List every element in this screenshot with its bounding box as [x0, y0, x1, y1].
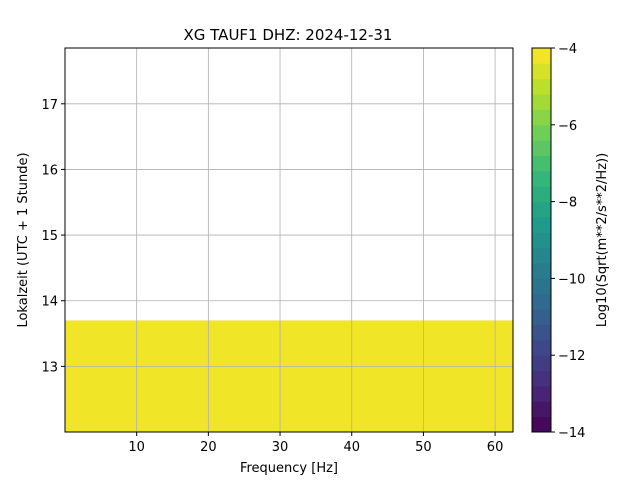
x-tick-label: 50 — [415, 440, 432, 455]
colorbar-level — [532, 94, 551, 110]
colorbar-tick-label: −6 — [558, 119, 577, 134]
colorbar-tick-label: −10 — [558, 272, 585, 287]
heatmap-cells — [65, 320, 513, 432]
no-data-fill-region — [65, 320, 513, 432]
colorbar-level — [532, 216, 551, 233]
y-tick-label: 17 — [41, 98, 58, 113]
colorbar-tick-label: −12 — [558, 349, 585, 364]
colorbar-level — [532, 48, 551, 64]
colorbar-frame — [531, 47, 552, 433]
y-tick-label: 13 — [41, 360, 58, 375]
colorbar-level — [532, 309, 551, 325]
colorbar-level — [532, 109, 551, 126]
chart-title: XG TAUF1 DHZ: 2024-12-31 — [184, 26, 393, 44]
colorbar-level — [532, 124, 551, 141]
colorbar-level — [532, 170, 551, 187]
colorbar-level — [532, 339, 551, 356]
colorbar-level — [532, 140, 551, 157]
colorbar-level — [532, 186, 551, 203]
colorbar-tick-label: −8 — [558, 196, 577, 211]
colorbar-level — [532, 324, 551, 341]
colorbar-level — [532, 232, 551, 249]
colorbar-level — [532, 355, 551, 372]
colorbar-level — [532, 416, 551, 433]
y-tick-label: 14 — [41, 295, 58, 310]
colorbar-level — [532, 293, 551, 310]
colorbar-level — [532, 370, 551, 387]
colorbar-label: Log10(Sqrt(m**2/s**2/Hz)) — [595, 153, 610, 327]
y-axis-ticks: 13 14 15 16 17 — [41, 98, 65, 375]
colorbar-level — [532, 263, 551, 279]
colorbar-tick-label: −4 — [558, 42, 577, 57]
x-tick-label: 30 — [272, 440, 289, 455]
colorbar — [532, 48, 551, 433]
x-axis-label: Frequency [Hz] — [240, 461, 338, 476]
y-tick-label: 16 — [41, 163, 58, 178]
colorbar-tick-label: −14 — [558, 426, 585, 441]
colorbar-level — [532, 247, 551, 264]
colorbar-ticks: −4 −6 −8 −10 −12 −14 — [551, 42, 585, 441]
plot-frame — [64, 47, 514, 433]
x-axis-ticks: 10 20 30 40 50 60 — [128, 432, 503, 455]
x-tick-label: 10 — [128, 440, 145, 455]
y-axis-label: Lokalzeit (UTC + 1 Stunde) — [16, 152, 31, 327]
colorbar-level — [532, 63, 551, 80]
colorbar-level — [532, 78, 551, 95]
colorbar-level — [532, 385, 551, 402]
colorbar-level — [532, 401, 551, 418]
y-tick-label: 15 — [41, 229, 58, 244]
colorbar-level — [532, 278, 551, 295]
grid-lines — [65, 48, 513, 432]
colorbar-level — [532, 201, 551, 218]
colorbar-level — [532, 155, 551, 172]
x-tick-label: 20 — [200, 440, 217, 455]
x-tick-label: 40 — [343, 440, 360, 455]
x-tick-label: 60 — [487, 440, 504, 455]
